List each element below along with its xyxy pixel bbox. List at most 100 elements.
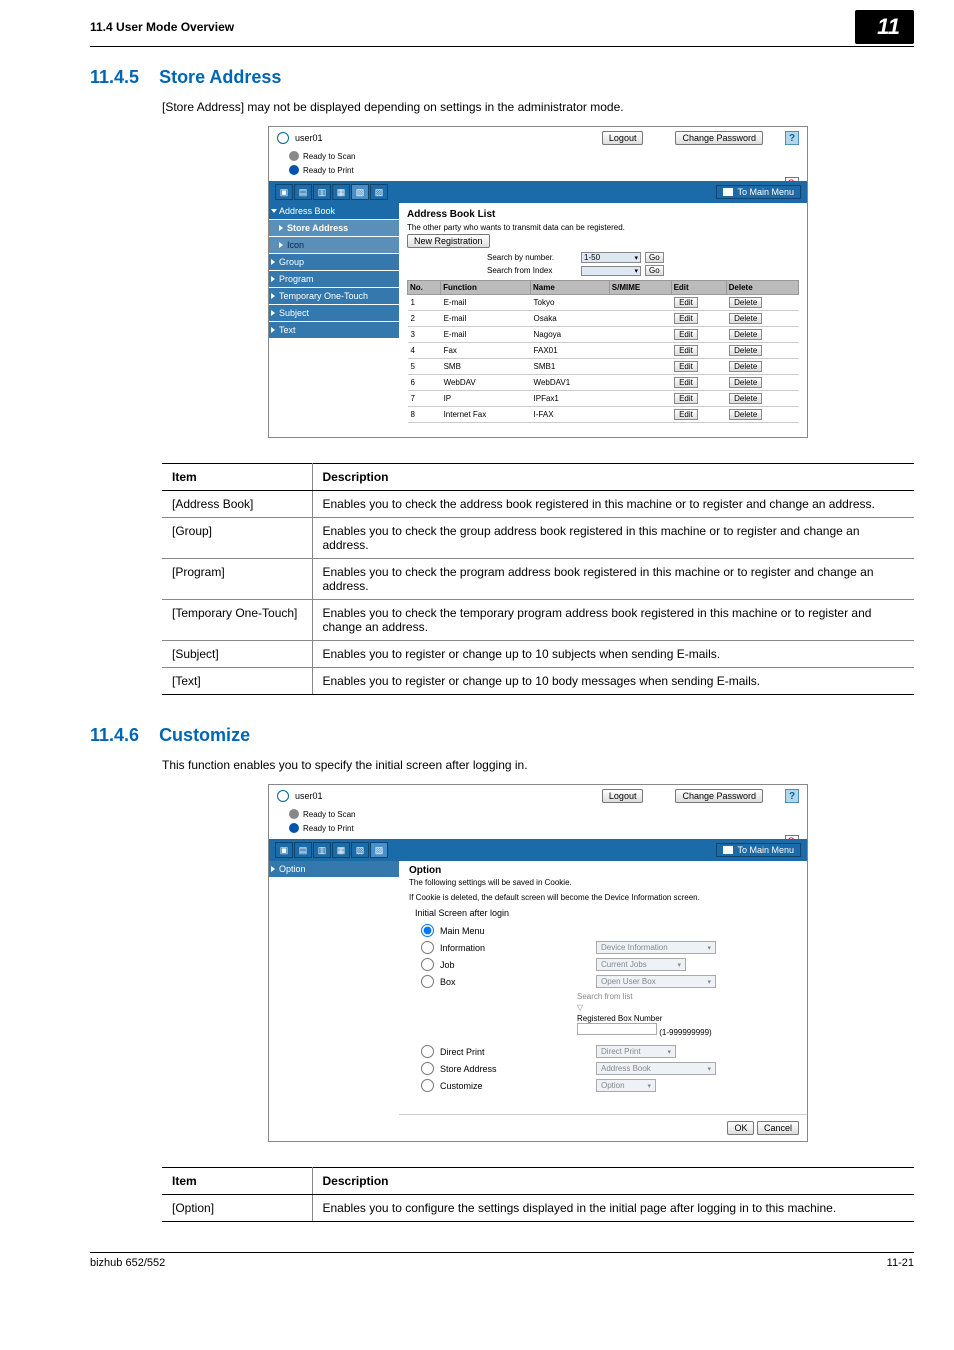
help-icon[interactable]: ? — [785, 131, 799, 145]
table-row: [Address Book]Enables you to check the a… — [162, 491, 914, 518]
table-row: [Text]Enables you to register or change … — [162, 668, 914, 695]
radio-main-menu[interactable] — [421, 924, 434, 937]
logout-button[interactable]: Logout — [602, 131, 644, 145]
search-from-list-link[interactable]: Search from list — [577, 992, 797, 1001]
customize-select[interactable]: Option▾ — [596, 1079, 656, 1092]
sidebar-item-option[interactable]: Option — [269, 861, 399, 878]
intro-text-2: This function enables you to specify the… — [162, 758, 914, 772]
desc-table-customize: Item Description [Option]Enables you to … — [162, 1167, 914, 1222]
delete-button[interactable]: Delete — [729, 393, 762, 404]
edit-button[interactable]: Edit — [674, 377, 698, 388]
sidebar-item-store-address[interactable]: Store Address — [269, 220, 399, 237]
tab-icon-2[interactable]: ▤ — [294, 184, 312, 200]
table-row: [Option]Enables you to configure the set… — [162, 1195, 914, 1222]
help-icon[interactable]: ? — [785, 789, 799, 803]
sidebar-item-subject[interactable]: Subject — [269, 305, 399, 322]
edit-button[interactable]: Edit — [674, 393, 698, 404]
table-row: 1E-mailTokyoEditDelete — [408, 295, 799, 311]
print-status-icon — [289, 823, 299, 833]
delete-button[interactable]: Delete — [729, 329, 762, 340]
edit-button[interactable]: Edit — [674, 409, 698, 420]
scan-status-icon — [289, 151, 299, 161]
ok-button[interactable]: OK — [727, 1121, 754, 1135]
tab-icon-3[interactable]: ▥ — [313, 842, 331, 858]
change-password-button[interactable]: Change Password — [675, 789, 763, 803]
cancel-button[interactable]: Cancel — [757, 1121, 799, 1135]
edit-button[interactable]: Edit — [674, 329, 698, 340]
delete-button[interactable]: Delete — [729, 361, 762, 372]
go-button-2[interactable]: Go — [645, 265, 664, 276]
new-registration-button[interactable]: New Registration — [407, 234, 490, 248]
radio-direct-print[interactable] — [421, 1045, 434, 1058]
to-main-menu-button[interactable]: To Main Menu — [716, 843, 801, 857]
scan-status-icon — [289, 809, 299, 819]
table-row: 8Internet FaxI-FAXEditDelete — [408, 407, 799, 423]
sidebar-item-temp-one-touch[interactable]: Temporary One-Touch — [269, 288, 399, 305]
delete-button[interactable]: Delete — [729, 409, 762, 420]
tab-icon-3[interactable]: ▥ — [313, 184, 331, 200]
print-status-icon — [289, 165, 299, 175]
box-select[interactable]: Open User Box▾ — [596, 975, 716, 988]
index-select[interactable]: ▾ — [581, 266, 641, 276]
section-title-store-address: 11.4.5Store Address — [90, 67, 914, 88]
screenshot-customize: user01 Logout Change Password ? Ready to… — [268, 784, 808, 1142]
table-row: 7IPIPFax1EditDelete — [408, 391, 799, 407]
section-title-customize: 11.4.6Customize — [90, 725, 914, 746]
chapter-badge: 11 — [855, 10, 914, 44]
change-password-button[interactable]: Change Password — [675, 131, 763, 145]
sidebar-item-address-book[interactable]: Address Book — [269, 203, 399, 220]
user-icon — [277, 132, 289, 144]
direct-print-select[interactable]: Direct Print▾ — [596, 1045, 676, 1058]
sidebar-item-icon[interactable]: Icon — [269, 237, 399, 254]
edit-button[interactable]: Edit — [674, 297, 698, 308]
edit-button[interactable]: Edit — [674, 313, 698, 324]
delete-button[interactable]: Delete — [729, 297, 762, 308]
tab-icon-5[interactable]: ▧ — [351, 842, 369, 858]
table-row: [Temporary One-Touch]Enables you to chec… — [162, 600, 914, 641]
tab-icon-5[interactable]: ▧ — [351, 184, 369, 200]
delete-button[interactable]: Delete — [729, 313, 762, 324]
edit-button[interactable]: Edit — [674, 361, 698, 372]
table-row: [Subject]Enables you to register or chan… — [162, 641, 914, 668]
table-row: [Group]Enables you to check the group ad… — [162, 518, 914, 559]
sidebar-item-text[interactable]: Text — [269, 322, 399, 339]
tab-icon-1[interactable]: ▣ — [275, 184, 293, 200]
table-row: 4FaxFAX01EditDelete — [408, 343, 799, 359]
radio-job[interactable] — [421, 958, 434, 971]
go-button-1[interactable]: Go — [645, 252, 664, 263]
tab-icon-2[interactable]: ▤ — [294, 842, 312, 858]
screenshot-store-address: user01 Logout Change Password ? Ready to… — [268, 126, 808, 438]
table-row: 6WebDAVWebDAV1EditDelete — [408, 375, 799, 391]
to-main-menu-button[interactable]: To Main Menu — [716, 185, 801, 199]
tab-icon-1[interactable]: ▣ — [275, 842, 293, 858]
job-select[interactable]: Current Jobs▾ — [596, 958, 686, 971]
expand-icon[interactable]: ▽ — [577, 1003, 797, 1012]
delete-button[interactable]: Delete — [729, 377, 762, 388]
desc-table-store-address: Item Description [Address Book]Enables y… — [162, 463, 914, 695]
tab-icon-4[interactable]: ▦ — [332, 184, 350, 200]
delete-button[interactable]: Delete — [729, 345, 762, 356]
radio-customize[interactable] — [421, 1079, 434, 1092]
table-row: 2E-mailOsakaEditDelete — [408, 311, 799, 327]
tab-icon-6[interactable]: ▨ — [370, 842, 388, 858]
tab-icon-4[interactable]: ▦ — [332, 842, 350, 858]
menu-icon — [723, 188, 733, 196]
menu-icon — [723, 846, 733, 854]
sidebar-item-group[interactable]: Group — [269, 254, 399, 271]
store-address-select[interactable]: Address Book▾ — [596, 1062, 716, 1075]
page-footer: bizhub 652/552 11-21 — [90, 1252, 914, 1269]
intro-text: [Store Address] may not be displayed dep… — [162, 100, 914, 114]
table-row: 3E-mailNagoyaEditDelete — [408, 327, 799, 343]
tab-icon-6[interactable]: ▨ — [370, 184, 388, 200]
radio-information[interactable] — [421, 941, 434, 954]
info-select[interactable]: Device Information▾ — [596, 941, 716, 954]
content-title: Address Book List — [407, 209, 799, 220]
number-select[interactable]: 1-50▾ — [581, 252, 641, 263]
radio-box[interactable] — [421, 975, 434, 988]
edit-button[interactable]: Edit — [674, 345, 698, 356]
user-icon — [277, 790, 289, 802]
box-number-input[interactable] — [577, 1023, 657, 1035]
logout-button[interactable]: Logout — [602, 789, 644, 803]
sidebar-item-program[interactable]: Program — [269, 271, 399, 288]
radio-store-address[interactable] — [421, 1062, 434, 1075]
